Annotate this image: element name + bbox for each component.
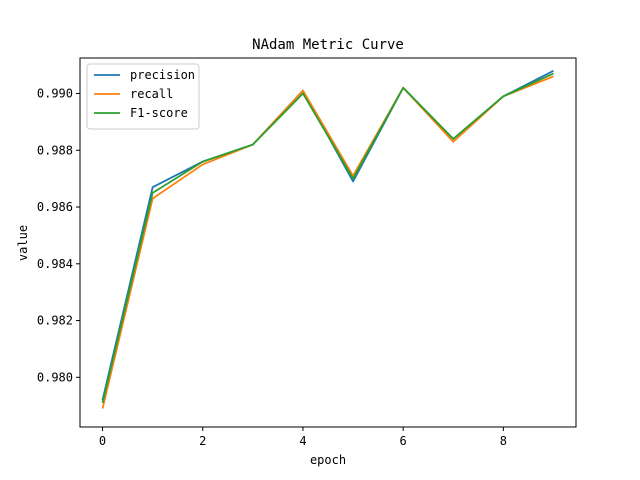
y-tick-label: 0.988 (37, 143, 73, 157)
x-axis-label: epoch (310, 453, 346, 467)
legend: precision recall F1-score (86, 63, 200, 130)
series-line-recall (101, 75, 554, 409)
y-tick-label: 0.984 (37, 257, 73, 271)
y-axis-label: value (16, 225, 30, 261)
series-line-f1-score (101, 72, 554, 404)
y-tick-label: 0.986 (37, 200, 73, 214)
plot-frame (79, 57, 577, 428)
legend-label-recall: recall (130, 87, 173, 101)
plot-lines (101, 69, 554, 409)
legend-label-precision: precision (130, 68, 195, 82)
y-tick-label: 0.980 (37, 370, 73, 384)
y-tick-label: 0.982 (37, 314, 73, 328)
x-tick-label: 2 (199, 434, 206, 448)
x-tick-label: 6 (400, 434, 407, 448)
x-tick-label: 8 (500, 434, 507, 448)
y-tick-label: 0.990 (37, 86, 73, 100)
chart-title: NAdam Metric Curve (252, 37, 404, 53)
x-tick-label: 4 (299, 434, 306, 448)
y-axis: 0.980 0.982 0.984 0.986 0.988 0.990 (37, 86, 80, 384)
x-tick-label: 0 (99, 434, 106, 448)
legend-label-f1-score: F1-score (130, 106, 188, 120)
x-axis: 0 2 4 6 8 (99, 427, 507, 448)
